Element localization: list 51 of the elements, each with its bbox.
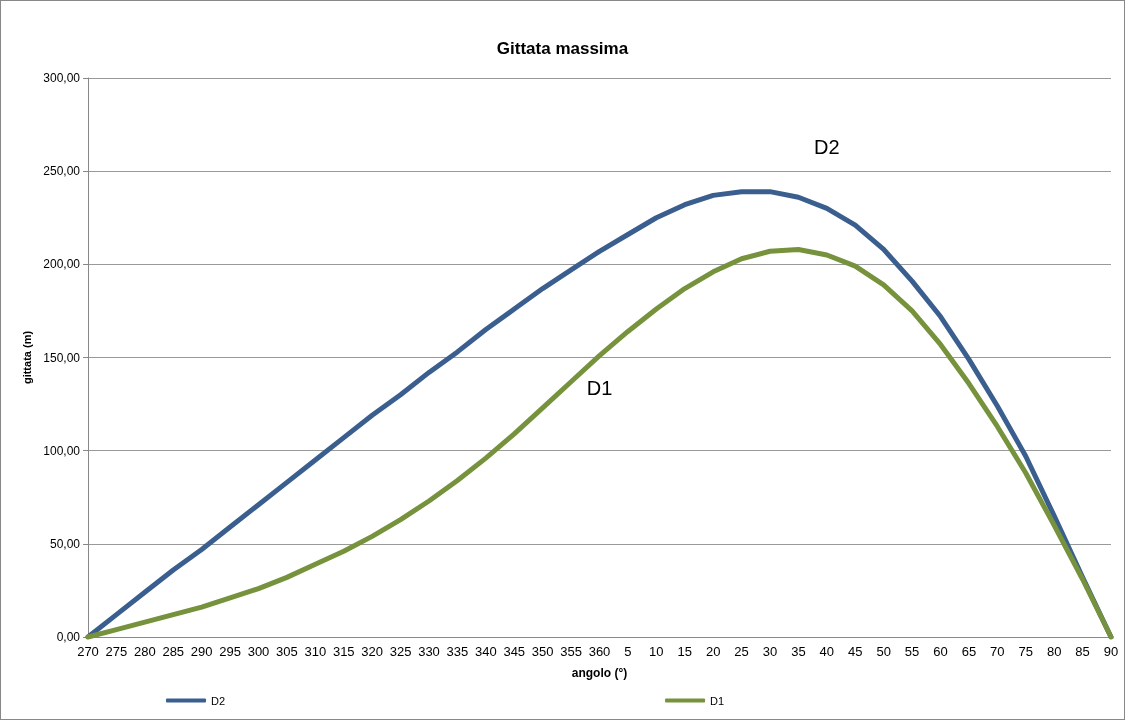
legend-label: D2 [211,694,226,707]
x-tick-label: 30 [762,644,778,659]
y-tick-label: 300,00 [43,71,81,85]
x-tick-label: 350 [531,644,554,659]
y-axis-title: gittata (m) [20,330,33,385]
chart-title: Gittata massima [496,39,629,58]
x-tick-label: 280 [133,644,156,659]
y-tick-label: 150,00 [43,350,81,365]
y-tick-label: 100,00 [43,443,81,458]
x-tick-label: 335 [446,644,469,659]
x-tick-label: 35 [791,644,806,659]
x-tick-label: 290 [190,644,213,659]
x-tick-label: 70 [990,644,1005,659]
y-tick-label: 50,00 [49,536,81,551]
x-tick-label: 40 [819,644,835,659]
x-tick-label: 330 [418,644,440,659]
x-tick-label: 65 [961,644,977,659]
x-tick-label: 90 [1103,644,1119,659]
x-tick-label: 80 [1046,644,1062,659]
x-tick-label: 320 [361,644,384,659]
y-tick-label: 200,00 [43,257,81,272]
x-tick-label: 310 [304,644,327,659]
x-tick-label: 305 [276,644,298,659]
x-tick-label: 85 [1075,644,1090,659]
x-tick-label: 315 [332,644,355,659]
x-axis-title: angolo (°) [571,666,628,680]
x-tick-label: 270 [77,644,99,659]
x-tick-label: 75 [1018,644,1033,659]
text: D1 [586,376,613,399]
x-tick-label: 15 [677,644,692,659]
y-tick-label: 250,00 [43,164,81,179]
x-tick-label: 25 [734,644,749,659]
x-tick-label: 45 [848,644,863,659]
x-tick-label: 295 [219,644,241,659]
text: D2 [814,135,840,158]
x-tick-label: 285 [162,644,185,659]
x-tick-label: 345 [503,644,526,659]
x-tick-label: 325 [389,644,412,659]
x-tick-label: 355 [560,644,582,659]
x-tick-label: 275 [105,644,128,659]
x-tick-label: 340 [474,644,497,659]
x-tick-label: 360 [588,644,611,659]
x-tick-label: 5 [624,644,632,659]
x-tick-label: 10 [649,644,664,659]
y-tick-label: 0,00 [56,630,81,644]
x-tick-label: 55 [904,644,920,659]
x-tick-label: 50 [876,644,891,659]
x-tick-label: 20 [705,644,721,659]
legend-label: D1 [710,694,725,707]
x-tick-label: 300 [247,644,270,659]
x-tick-label: 60 [933,644,948,659]
